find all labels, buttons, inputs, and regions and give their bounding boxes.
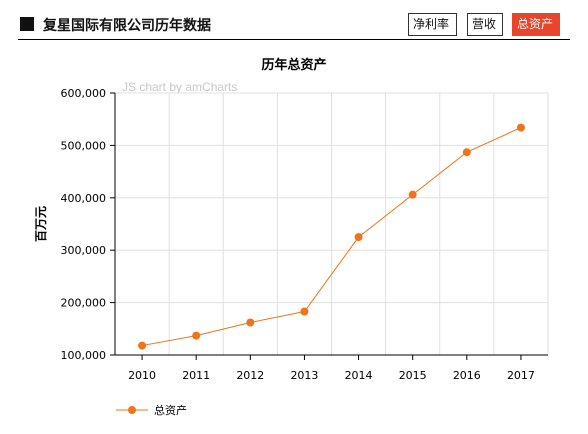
tab-total-assets[interactable]: 总资产 bbox=[512, 13, 560, 36]
y-tick-label: 400,000 bbox=[61, 192, 107, 205]
data-point[interactable] bbox=[408, 190, 417, 199]
x-tick-label: 2014 bbox=[345, 369, 373, 382]
data-point[interactable] bbox=[516, 123, 525, 132]
x-tick-label: 2013 bbox=[290, 369, 318, 382]
x-tick-label: 2016 bbox=[453, 369, 481, 382]
chart-watermark[interactable]: JS chart by amCharts bbox=[122, 80, 238, 94]
data-point[interactable] bbox=[192, 331, 201, 340]
x-tick-label: 2010 bbox=[128, 369, 156, 382]
x-tick-label: 2015 bbox=[399, 369, 427, 382]
y-tick-label: 500,000 bbox=[61, 139, 107, 152]
data-point[interactable] bbox=[354, 233, 363, 242]
data-point[interactable] bbox=[300, 307, 309, 316]
panel-header: 复星国际有限公司历年数据 净利率 营收 总资产 bbox=[18, 12, 570, 40]
y-axis-label: 百万元 bbox=[34, 206, 48, 242]
y-tick-label: 200,000 bbox=[61, 297, 107, 310]
legend-label[interactable]: 总资产 bbox=[154, 403, 187, 417]
chart-title: 历年总资产 bbox=[261, 58, 327, 73]
data-point[interactable] bbox=[246, 318, 255, 327]
series-line bbox=[141, 127, 522, 347]
tab-revenue[interactable]: 营收 bbox=[467, 13, 503, 36]
y-tick-label: 600,000 bbox=[61, 87, 107, 100]
data-point[interactable] bbox=[138, 341, 147, 350]
panel-title: 复星国际有限公司历年数据 bbox=[43, 18, 211, 34]
y-tick-label: 300,000 bbox=[61, 244, 107, 257]
x-tick-label: 2012 bbox=[236, 369, 264, 382]
x-tick-label: 2017 bbox=[507, 369, 535, 382]
tab-net-margin[interactable]: 净利率 bbox=[408, 13, 457, 36]
data-point[interactable] bbox=[462, 148, 471, 157]
x-tick-label: 2011 bbox=[182, 369, 210, 382]
legend-marker bbox=[128, 406, 136, 414]
y-tick-label: 100,000 bbox=[61, 349, 107, 362]
title-square-icon bbox=[20, 17, 34, 31]
